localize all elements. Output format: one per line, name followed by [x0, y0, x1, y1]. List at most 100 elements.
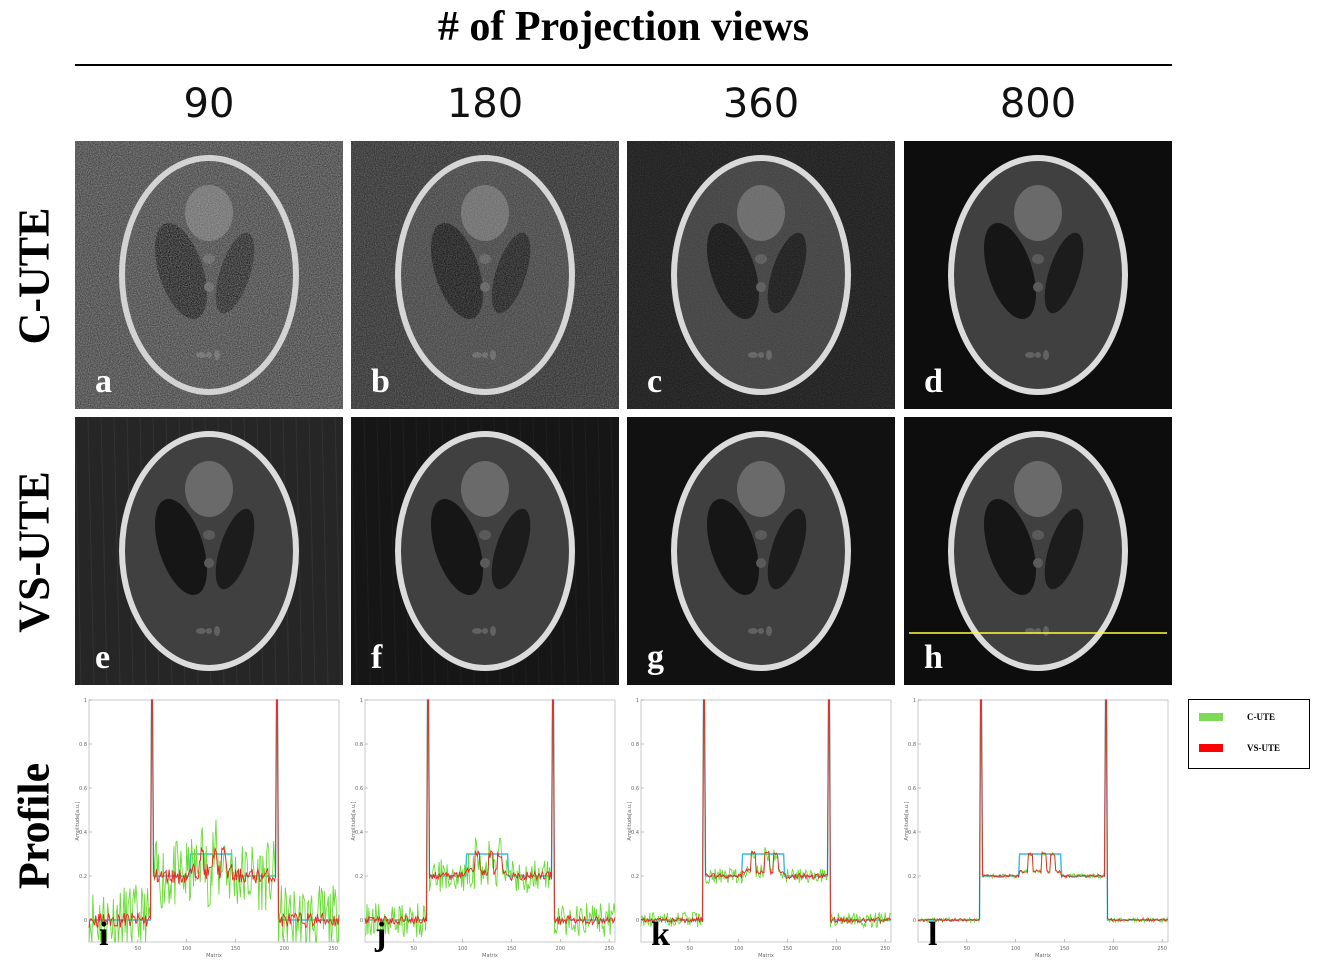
x-tick-label: 100 — [734, 946, 744, 952]
legend-item-c-ute: C-UTE — [1199, 710, 1309, 724]
noise-overlay — [627, 141, 895, 409]
y-axis-label: Amplitude[a.u.] — [75, 801, 81, 840]
panel-letter-d: d — [924, 363, 943, 400]
panel-letter-g: g — [647, 639, 664, 676]
streak-line — [389, 417, 397, 685]
y-tick-label: 0.8 — [908, 742, 916, 748]
small-dot-mid — [482, 628, 488, 634]
left-lobe — [706, 498, 760, 596]
row-label-c-ute: C-UTE — [9, 207, 59, 345]
y-tick-label: 0 — [84, 918, 87, 924]
streak-line — [75, 417, 82, 685]
streak-line — [610, 417, 618, 685]
streak-line — [321, 417, 329, 685]
figure-title: # of Projection views — [437, 4, 810, 50]
row-label-vs-ute: VS-UTE — [9, 471, 59, 633]
streak-line — [100, 417, 108, 685]
small-dot-mid — [1035, 352, 1041, 358]
x-tick-label: 50 — [687, 946, 693, 952]
right-lobe — [1044, 232, 1084, 314]
panel-letter-f: f — [371, 639, 383, 676]
left-lobe — [983, 222, 1037, 320]
small-dot-left — [1025, 352, 1035, 358]
y-tick-label: 0.4 — [631, 830, 639, 836]
noise-overlay — [75, 141, 343, 409]
streak-line — [376, 417, 384, 685]
right-lobe — [215, 508, 255, 590]
phantom-image — [75, 417, 343, 685]
c-ute-series-line — [640, 699, 892, 929]
y-tick-label: 0 — [913, 918, 916, 924]
legend-label-c-ute: C-UTE — [1247, 712, 1276, 722]
streak-line — [597, 417, 605, 685]
y-tick-label: 0.2 — [908, 874, 916, 880]
panel-letter-j: j — [375, 916, 387, 953]
c-ute-series-line — [364, 699, 616, 938]
right-lobe — [491, 508, 531, 590]
streak-line — [334, 417, 342, 685]
x-axis-label: Matrix — [206, 953, 222, 959]
brain-ellipse — [401, 437, 569, 665]
phantom-image — [351, 417, 619, 685]
panel-letter-i: i — [99, 916, 109, 953]
legend-label-vs-ute: VS-UTE — [1247, 743, 1281, 753]
small-dot-right — [214, 626, 220, 636]
x-tick-label: 100 — [458, 946, 468, 952]
small-dot-right — [766, 626, 772, 636]
plot-area — [640, 699, 892, 943]
panel-letter-h: h — [924, 639, 943, 676]
column-label-90: 90 — [183, 81, 235, 127]
panel-j-profile-180: 0 0.2 0.4 0.6 0.8 1 50 100 150 200 250 Matrix Amplit… — [351, 692, 619, 962]
y-tick-label: 0 — [360, 918, 363, 924]
y-axis-label: Amplitude[a.u.] — [351, 801, 357, 840]
column-label-180: 180 — [446, 81, 524, 127]
left-lobe — [154, 498, 208, 596]
small-dot-right — [1043, 626, 1049, 636]
panel-g-vs-ute-360: g — [627, 417, 895, 685]
x-tick-label: 200 — [280, 946, 290, 952]
y-tick-label: 0.6 — [355, 786, 363, 792]
center-dot-lower — [480, 558, 490, 568]
top-blob — [185, 461, 233, 517]
x-tick-label: 50 — [411, 946, 417, 952]
panel-h-vs-ute-800: h — [904, 417, 1172, 685]
panel-b-c-ute-180: b — [351, 141, 619, 409]
panel-k-profile-360: 0 0.2 0.4 0.6 0.8 1 50 100 150 200 250 Matrix Amplit… — [627, 692, 895, 962]
x-tick-label: 150 — [1060, 946, 1070, 952]
x-tick-label: 250 — [604, 946, 614, 952]
y-tick-label: 1 — [913, 698, 916, 704]
phantom-image — [904, 141, 1172, 409]
y-tick-label: 0.8 — [631, 742, 639, 748]
x-tick-label: 200 — [556, 946, 566, 952]
top-blob — [461, 461, 509, 517]
streak-line — [351, 417, 358, 685]
vs-ute-series-line — [364, 699, 616, 926]
small-dot-left — [196, 628, 206, 634]
streak-line — [584, 417, 592, 685]
streak-line — [113, 417, 121, 685]
y-tick-label: 0.2 — [79, 874, 87, 880]
center-dot-lower — [1033, 558, 1043, 568]
x-axis-label: Matrix — [1035, 953, 1051, 959]
phantom-image — [627, 417, 895, 685]
center-dot-lower — [756, 558, 766, 568]
y-tick-label: 1 — [84, 698, 87, 704]
y-tick-label: 1 — [360, 698, 363, 704]
panel-a-c-ute-90: a — [75, 141, 343, 409]
small-dot-left — [748, 628, 758, 634]
noise-overlay — [351, 141, 619, 409]
left-lobe — [983, 498, 1037, 596]
center-dot-upper — [203, 530, 215, 540]
panel-letter-e: e — [95, 639, 111, 676]
x-tick-label: 100 — [182, 946, 192, 952]
legend: C-UTE VS-UTE — [1188, 699, 1310, 769]
brain-ellipse — [677, 437, 845, 665]
y-tick-label: 0.8 — [355, 742, 363, 748]
panel-l-profile-800: 0 0.2 0.4 0.6 0.8 1 50 100 150 200 250 Matrix Amplit… — [904, 692, 1172, 962]
y-tick-label: 0.4 — [355, 830, 363, 836]
y-tick-label: 0 — [636, 918, 639, 924]
phantom-image — [627, 141, 895, 409]
panel-letter-a: a — [95, 363, 112, 400]
